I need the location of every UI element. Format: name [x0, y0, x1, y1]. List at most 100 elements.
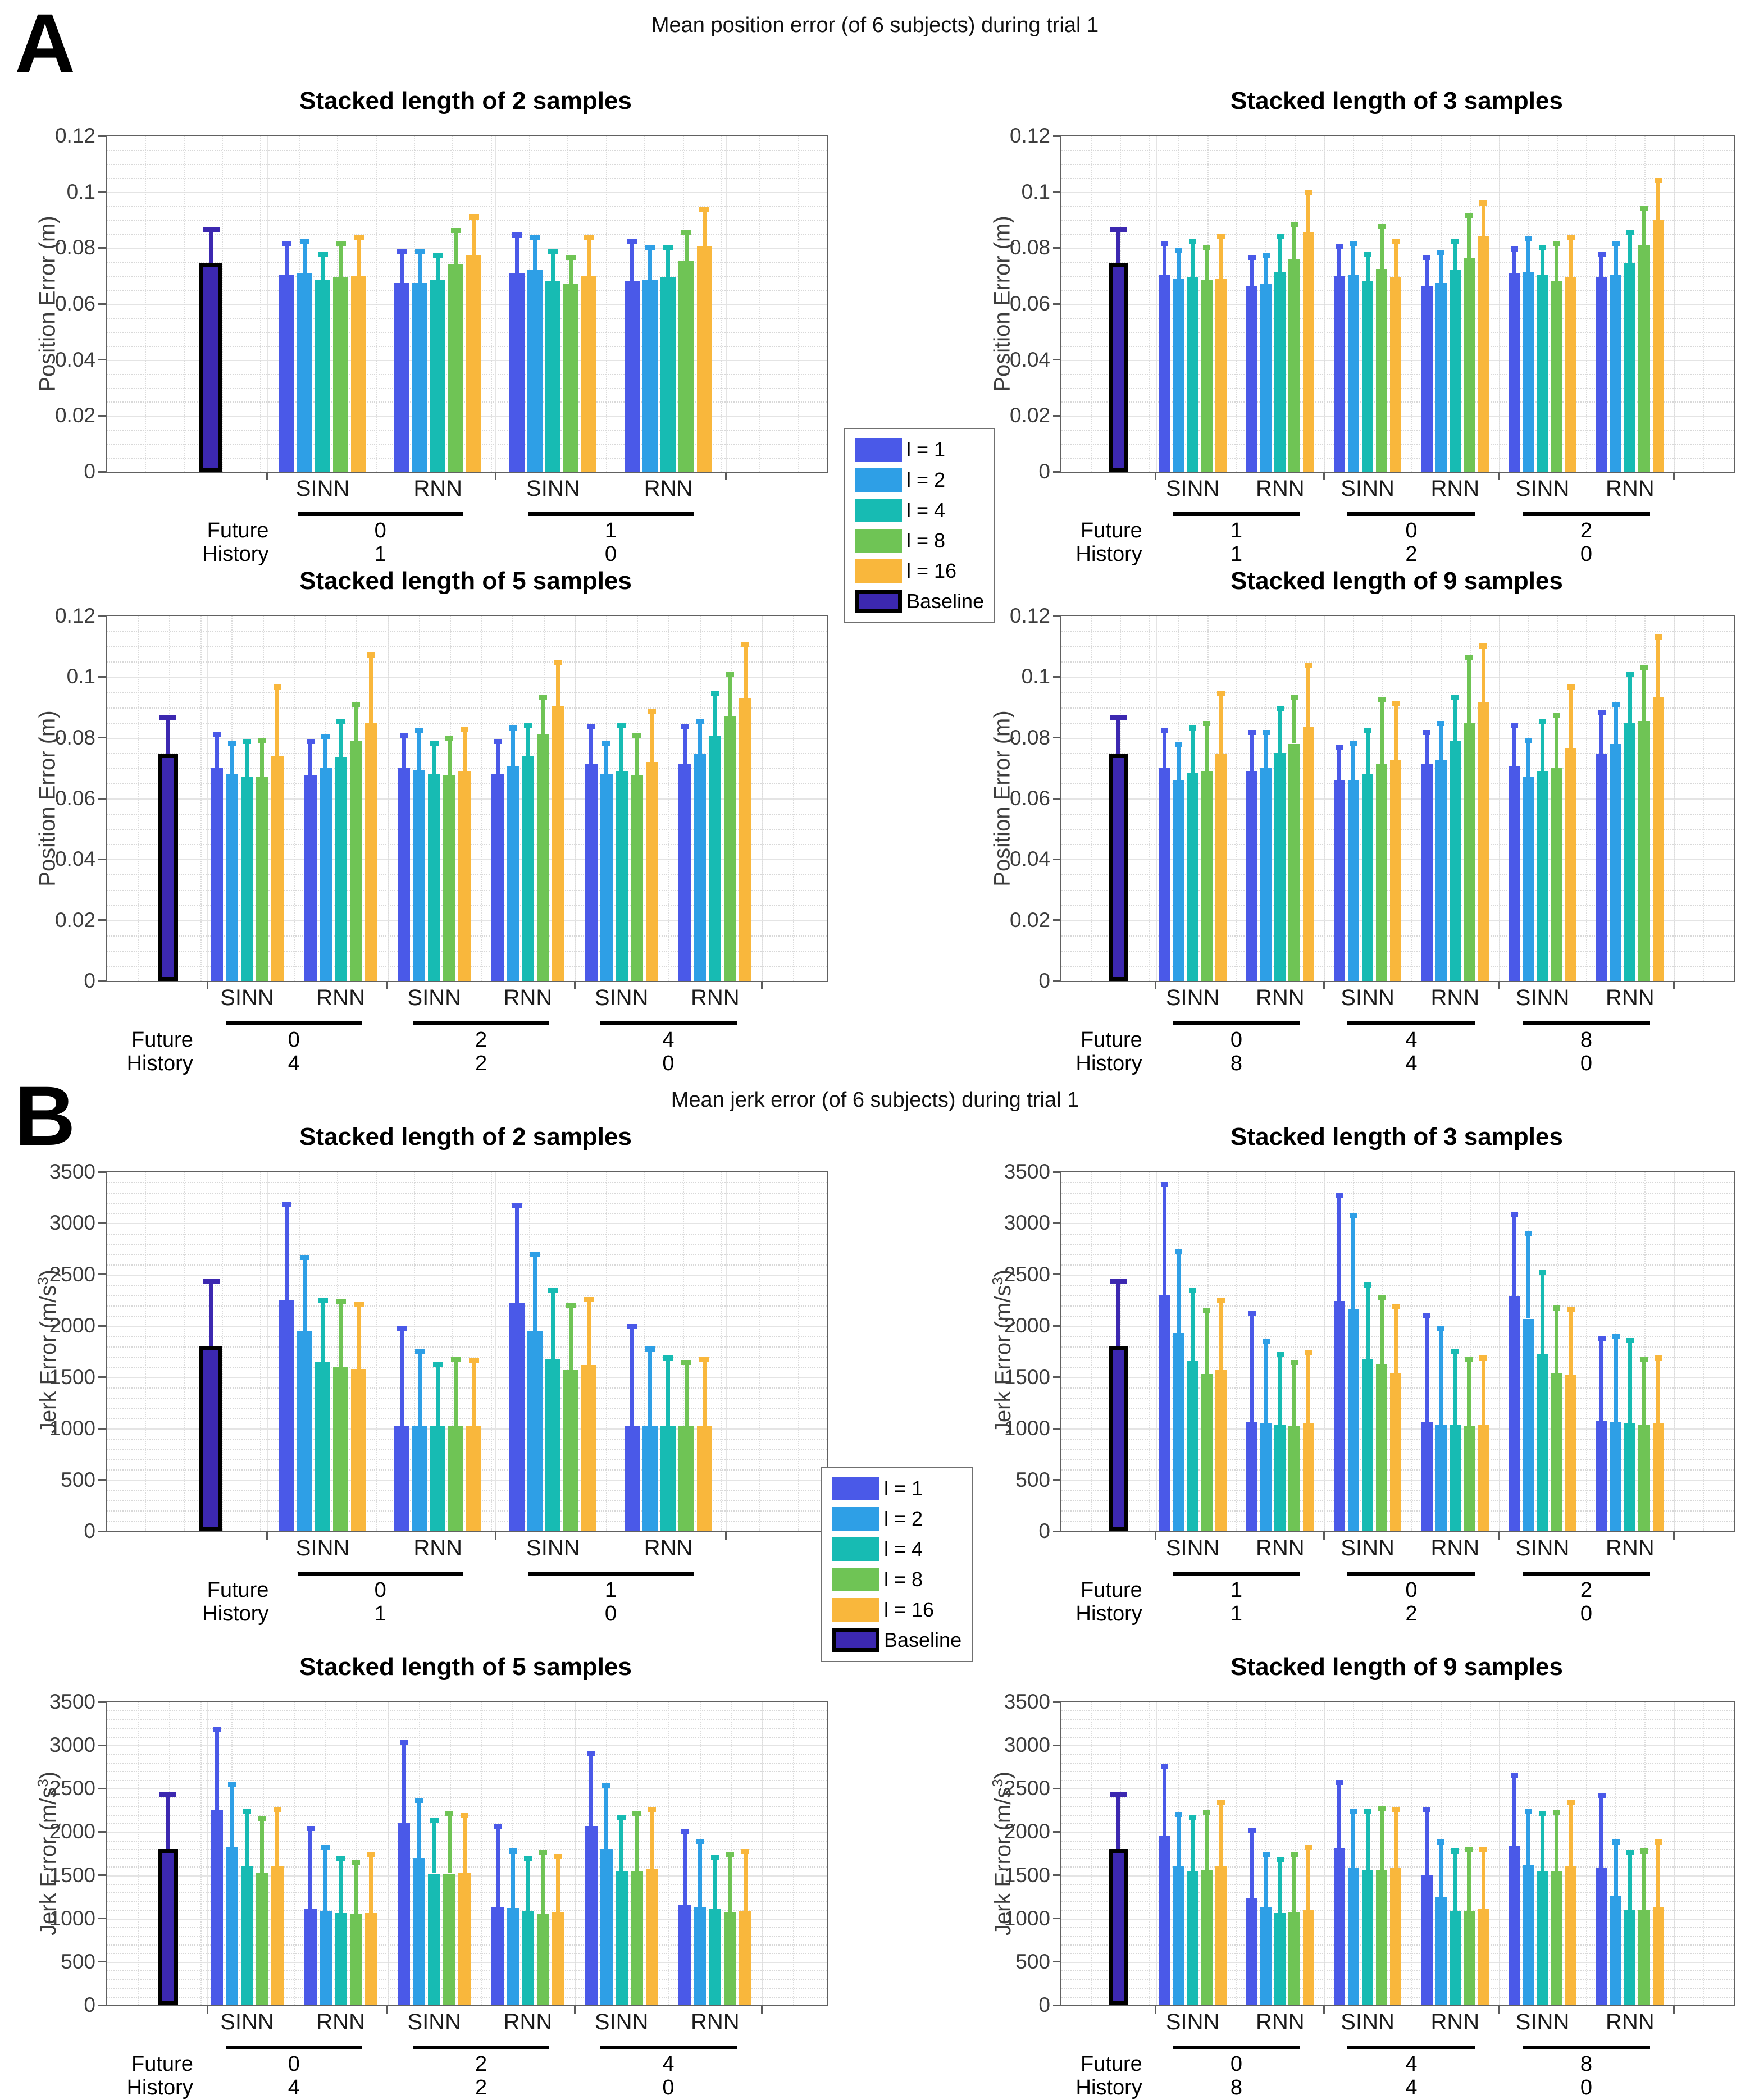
x-tick — [1498, 1532, 1500, 1540]
y-tick — [1053, 414, 1060, 417]
bar-l2-rnn — [1260, 1907, 1272, 2005]
h-gridline-minor — [1061, 276, 1734, 277]
error-cap — [1612, 702, 1620, 708]
bar-l2-sinn — [1523, 777, 1534, 981]
baseline-error-bar — [166, 1792, 170, 1850]
v-gridline-major — [267, 1172, 268, 1531]
x-tick — [1672, 982, 1675, 989]
future-value: 4 — [662, 2052, 675, 2076]
h-gridline-minor — [1061, 707, 1734, 709]
error-cap — [493, 1824, 502, 1829]
v-gridline-major — [1155, 1702, 1157, 2005]
y-tick — [98, 1273, 106, 1276]
bar-l4-sinn — [1537, 274, 1548, 472]
y-tick-label: 0.1 — [66, 180, 95, 203]
y-tick-label: 0 — [84, 1993, 95, 2016]
error-bar — [1614, 1334, 1618, 1423]
error-bar — [285, 1202, 289, 1300]
error-cap — [512, 1202, 522, 1208]
future-value: 1 — [604, 519, 617, 542]
error-bar — [1467, 1847, 1471, 1912]
error-cap — [632, 1811, 641, 1816]
v-gridline-minor — [1149, 1172, 1150, 1531]
error-bar — [1512, 1773, 1516, 1846]
bar-l2-rnn — [319, 1911, 332, 2005]
error-cap — [539, 695, 548, 700]
plot-area: 0 500 1000 1500 2000 2500 3000 3500 Jerk Error (… — [989, 1160, 1735, 1626]
bar-l8-sinn — [1551, 1871, 1562, 2005]
y-tick-label: 2500 — [1004, 1777, 1050, 1800]
v-gridline-minor — [375, 136, 377, 472]
error-bar — [1351, 240, 1356, 275]
bar-l4-sinn — [545, 1358, 561, 1531]
y-tick-label: 0.02 — [54, 908, 95, 932]
error-bar — [1467, 213, 1471, 258]
error-bar — [1453, 1848, 1457, 1911]
h-gridline-minor — [1061, 1182, 1734, 1184]
error-cap — [1423, 254, 1431, 260]
bar-l8-rnn — [724, 1912, 737, 2005]
v-gridline-minor — [375, 1172, 377, 1531]
error-bar — [339, 1298, 343, 1367]
error-cap — [1336, 1779, 1343, 1785]
h-gridline-minor — [1061, 206, 1734, 207]
bar-l8-sinn — [256, 777, 268, 981]
error-cap — [415, 1798, 423, 1804]
error-bar — [1599, 252, 1604, 277]
v-gridline-major — [207, 1702, 209, 2005]
plot-area: 0 500 1000 1500 2000 2500 3000 3500 Jerk Error (… — [34, 1160, 828, 1626]
bar-l8-sinn — [333, 1367, 349, 1531]
error-cap — [1174, 742, 1183, 747]
legend-label: Baseline — [906, 590, 985, 613]
v-gridline-minor — [1586, 616, 1588, 981]
group-label-sinn: SINN — [1341, 476, 1394, 501]
y-tick-label: 2000 — [49, 1314, 95, 1337]
error-bar — [635, 733, 639, 776]
v-gridline-minor — [1703, 616, 1705, 981]
bar-l4-rnn — [1274, 1913, 1286, 2005]
error-cap — [1423, 1806, 1431, 1812]
v-gridline-minor — [1324, 616, 1325, 981]
error-cap — [726, 1852, 735, 1858]
bar-l2-rnn — [1435, 1424, 1447, 1531]
panel-a-label: A — [15, 0, 76, 90]
y-tick-label: 0.06 — [1009, 787, 1050, 810]
error-cap — [1598, 252, 1606, 257]
error-cap — [1290, 1851, 1298, 1857]
v-gridline-minor — [337, 1172, 339, 1531]
h-gridline-minor — [1061, 631, 1734, 633]
v-gridline-minor — [1236, 616, 1238, 981]
error-bar — [1656, 177, 1661, 220]
y-axis-label: Position Error (m) — [35, 216, 60, 392]
bar-l4-sinn — [1362, 281, 1374, 472]
error-cap — [617, 1815, 626, 1821]
error-cap — [1305, 1845, 1312, 1850]
error-cap — [1262, 730, 1270, 736]
error-bar — [1512, 722, 1516, 767]
error-cap — [548, 1288, 558, 1293]
error-cap — [336, 1856, 345, 1861]
y-tick-label: 0.02 — [54, 404, 95, 427]
error-cap — [566, 1303, 576, 1309]
v-gridline-minor — [145, 136, 147, 472]
error-bar — [368, 652, 373, 723]
group-label-rnn: RNN — [1256, 985, 1305, 1010]
error-bar — [533, 1252, 537, 1331]
bar-l4-sinn — [615, 771, 628, 981]
bar-l8-rnn — [536, 734, 549, 981]
bar-l16-rnn — [1478, 702, 1489, 981]
error-bar — [698, 1838, 702, 1907]
y-tick-label: 0.12 — [54, 124, 95, 147]
error-bar — [684, 1359, 689, 1426]
bar-l16-sinn — [458, 771, 471, 981]
v-gridline-minor — [481, 1702, 482, 2005]
error-bar — [684, 229, 689, 261]
error-cap — [1160, 240, 1168, 246]
bar-l4-sinn — [1187, 1871, 1198, 2005]
error-bar — [556, 1854, 560, 1912]
legend-entry: l = 1 — [855, 438, 984, 462]
error-cap — [430, 741, 439, 746]
y-tick — [1053, 615, 1060, 617]
h-gridline-minor — [107, 1719, 827, 1720]
bar-l1-sinn — [509, 1303, 525, 1531]
